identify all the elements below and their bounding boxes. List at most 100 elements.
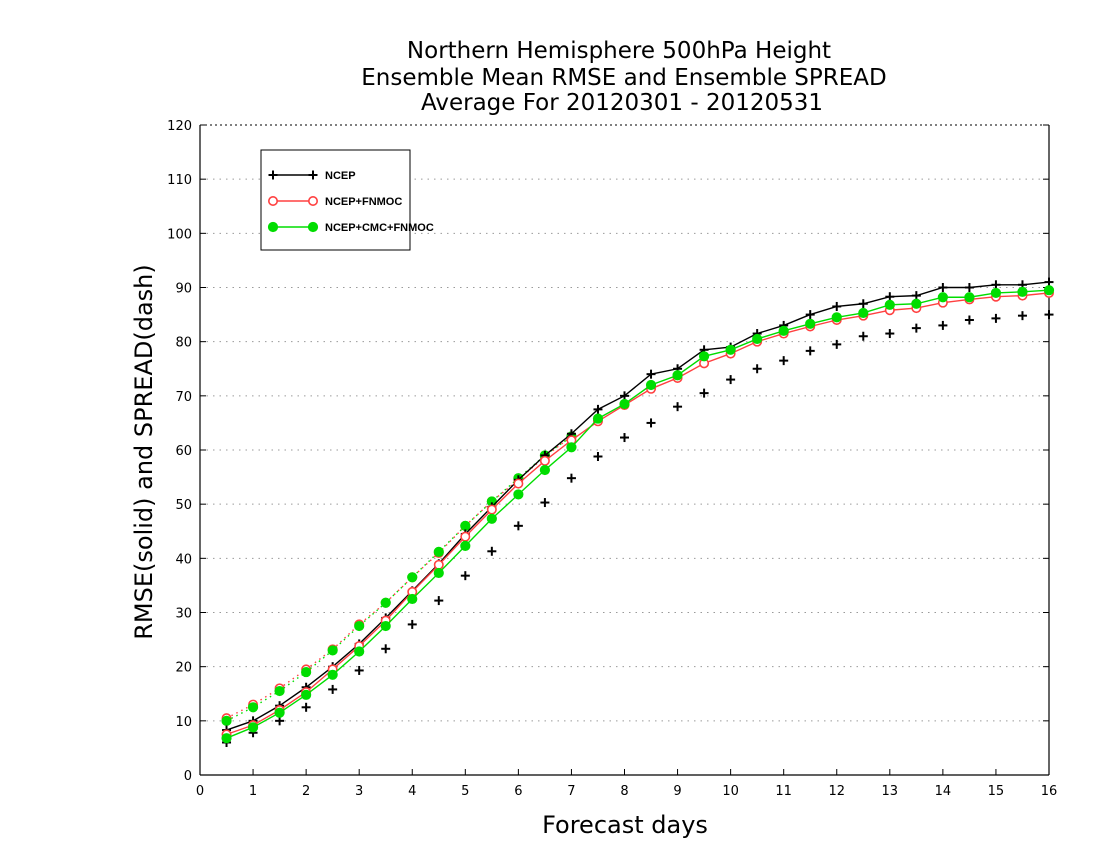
- legend-marker: [268, 170, 278, 180]
- y-tick-label: 100: [167, 227, 192, 242]
- data-point: [486, 513, 497, 524]
- data-point: [247, 702, 259, 713]
- data-point: [433, 559, 444, 570]
- data-point: [460, 520, 471, 531]
- data-point: [858, 299, 868, 309]
- data-point: [407, 593, 418, 605]
- legend-label: NCEP: [325, 170, 356, 182]
- data-point: [566, 442, 577, 453]
- grid-lines: [200, 178, 1049, 722]
- data-point: [620, 391, 629, 401]
- data-point: [752, 333, 763, 345]
- data-point: [539, 464, 551, 476]
- legend-marker: [307, 221, 319, 233]
- legend-entry: NCEP: [268, 170, 356, 182]
- data-point: [275, 716, 285, 726]
- data-point: [354, 620, 365, 632]
- data-point: [301, 689, 312, 700]
- data-point: [1043, 285, 1055, 296]
- x-tick-label: 16: [1041, 784, 1058, 799]
- data-point: [380, 620, 391, 632]
- data-point: [407, 619, 417, 629]
- x-tick-label: 10: [722, 784, 739, 799]
- legend-marker: [267, 221, 279, 233]
- data-point: [831, 312, 842, 323]
- data-point: [593, 404, 603, 414]
- data-point: [858, 307, 869, 319]
- data-point: [381, 644, 391, 654]
- x-tick-label: 11: [775, 784, 792, 799]
- legend-entry: NCEP+FNMOC: [267, 196, 402, 208]
- y-axis-title: RMSE(solid) and SPREAD(dash): [130, 264, 158, 640]
- data-point: [699, 388, 709, 398]
- title-line-2: Ensemble Mean RMSE and Ensemble SPREAD: [361, 65, 886, 91]
- data-point: [832, 301, 842, 311]
- legend-box: [260, 149, 411, 251]
- data-point: [619, 398, 630, 410]
- data-point: [1017, 311, 1027, 321]
- series-rmse-ncep-cmc-fnmoc: [221, 285, 1055, 744]
- series-layer: [221, 277, 1055, 747]
- data-point: [937, 292, 948, 303]
- y-tick-label: 10: [175, 715, 192, 730]
- data-point: [805, 318, 816, 329]
- series-line: [226, 289, 1050, 739]
- data-point: [938, 320, 948, 330]
- y-tick-label: 0: [184, 769, 192, 784]
- data-point: [672, 370, 683, 381]
- data-point: [884, 299, 895, 310]
- data-point: [725, 344, 736, 355]
- data-point: [1044, 310, 1054, 320]
- data-point: [673, 402, 683, 412]
- data-point: [327, 645, 338, 656]
- x-tick-label: 13: [882, 784, 899, 799]
- data-point: [990, 287, 1002, 299]
- x-tick-label: 4: [408, 784, 416, 799]
- y-tick-label: 60: [175, 444, 192, 459]
- data-point: [486, 504, 497, 515]
- y-tick-label: 20: [175, 661, 192, 676]
- data-point: [778, 325, 789, 336]
- x-tick-label: 6: [514, 784, 522, 799]
- data-point: [646, 369, 656, 379]
- data-point: [221, 733, 232, 744]
- data-point: [964, 292, 975, 303]
- data-point: [805, 346, 815, 356]
- legend-label: NCEP+CMC+FNMOC: [325, 222, 434, 234]
- data-point: [885, 329, 895, 339]
- data-point: [698, 351, 710, 362]
- data-point: [885, 292, 895, 302]
- data-point: [433, 567, 444, 579]
- y-tick-label: 80: [175, 336, 192, 351]
- axes: 0 1 2 3 4 5 6 7 8 9 10 11 12 13 14 15 160102030405060708…: [167, 119, 1057, 799]
- data-point: [513, 521, 523, 531]
- x-tick-label: 7: [567, 784, 575, 799]
- data-point: [832, 339, 842, 349]
- data-point: [911, 323, 921, 333]
- data-point: [274, 707, 285, 718]
- data-point: [460, 571, 470, 581]
- x-tick-label: 14: [935, 784, 952, 799]
- chart-title: Northern Hemisphere 500hPa Height Ensemb…: [361, 38, 886, 116]
- data-point: [354, 646, 365, 657]
- x-axis-title: Forecast days: [542, 811, 708, 839]
- data-point: [911, 298, 922, 309]
- y-tick-label: 120: [167, 119, 192, 134]
- data-point: [1044, 277, 1054, 287]
- y-tick-label: 70: [175, 390, 192, 405]
- data-point: [593, 452, 603, 461]
- data-point: [407, 572, 418, 583]
- data-point: [301, 702, 311, 712]
- data-point: [539, 455, 550, 466]
- data-point: [354, 665, 364, 675]
- title-line-1: Northern Hemisphere 500hPa Height: [407, 38, 831, 64]
- data-point: [247, 722, 259, 733]
- data-point: [433, 546, 444, 557]
- data-point: [274, 685, 285, 697]
- data-point: [592, 413, 604, 424]
- data-point: [487, 546, 497, 556]
- data-point: [991, 280, 1001, 290]
- data-point: [964, 283, 974, 292]
- data-point: [938, 283, 948, 292]
